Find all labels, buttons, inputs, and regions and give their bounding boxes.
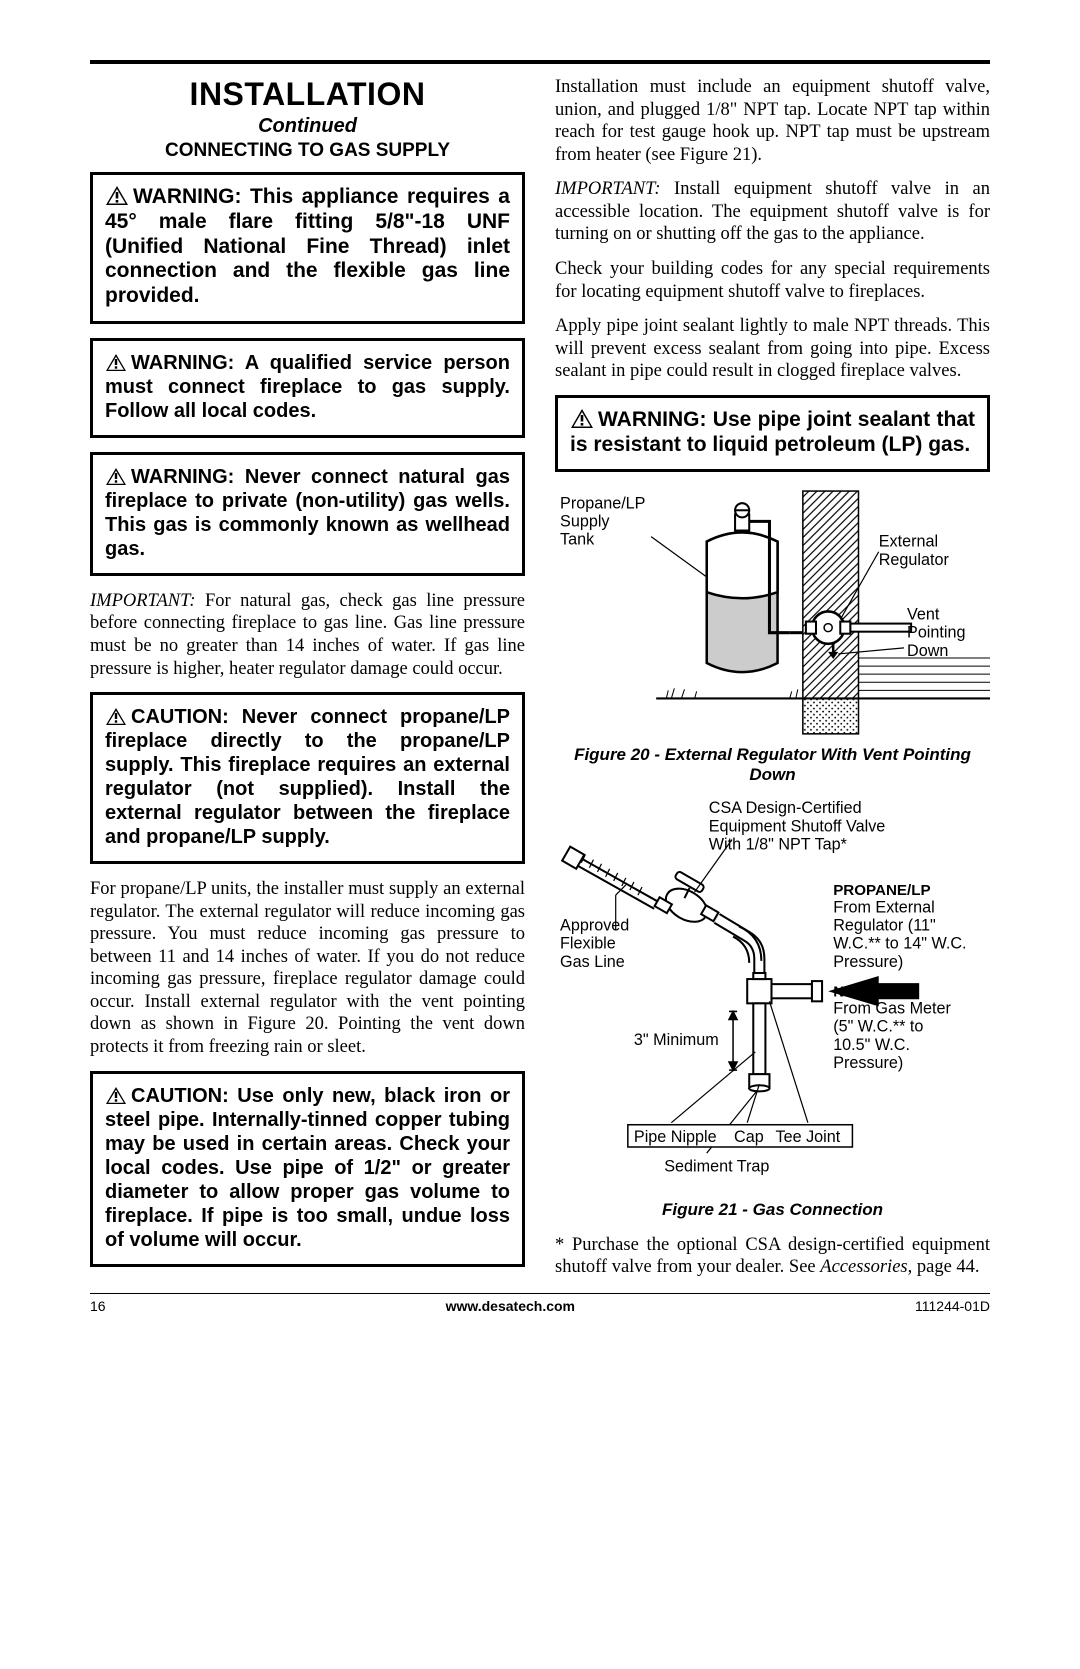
caution-text-2: CAUTION: Use only new, black iron or ste… [105, 1084, 510, 1252]
footnote-tail: , page 44. [908, 1257, 980, 1277]
warning-icon [570, 408, 594, 429]
figure-20-caption: Figure 20 - External Regulator With Vent… [555, 745, 990, 785]
two-column-layout: INSTALLATION Continued CONNECTING TO GAS… [90, 76, 990, 1281]
warning-3-text: WARNING: Never connect natural gas firep… [105, 466, 510, 560]
svg-text:3" Minimum: 3" Minimum [634, 1031, 719, 1049]
warning-icon [105, 467, 127, 486]
svg-text:Pipe Nipple: Pipe Nipple [634, 1128, 717, 1146]
top-rule [90, 60, 990, 64]
doc-number: 111244-01D [915, 1298, 990, 1314]
warning-icon [105, 707, 127, 726]
warning-icon [105, 185, 129, 206]
subhead: CONNECTING TO GAS SUPPLY [90, 140, 525, 162]
svg-text:Tee Joint: Tee Joint [776, 1128, 841, 1146]
svg-text:ApprovedFlexibleGas Line: ApprovedFlexibleGas Line [560, 917, 629, 971]
svg-text:Propane/LPSupplyTank: Propane/LPSupplyTank [560, 495, 645, 549]
warning-box-4: WARNING: Use pipe joint sealant that is … [555, 395, 990, 473]
caution-2-text: CAUTION: Use only new, black iron or ste… [105, 1085, 510, 1251]
important-paragraph-2: IMPORTANT: Install equipment shutoff val… [555, 178, 990, 246]
svg-text:Cap: Cap [734, 1128, 764, 1146]
paragraph-sealant: Apply pipe joint sealant lightly to male… [555, 315, 990, 383]
continued-label: Continued [90, 115, 525, 138]
paragraph-shutoff: Installation must include an equipment s… [555, 76, 990, 166]
caution-1-text: CAUTION: Never connect propane/LP firepl… [105, 706, 510, 848]
important-paragraph-1: IMPORTANT: For natural gas, check gas li… [90, 590, 525, 680]
caution-box-1: CAUTION: Never connect propane/LP firepl… [90, 692, 525, 864]
warning-text-2: WARNING: A qualified service person must… [105, 351, 510, 423]
warning-text-4: WARNING: Use pipe joint sealant that is … [570, 408, 975, 458]
page: INSTALLATION Continued CONNECTING TO GAS… [0, 0, 1080, 1344]
warning-text-3: WARNING: Never connect natural gas firep… [105, 465, 510, 561]
svg-text:ExternalRegulator: ExternalRegulator [879, 533, 950, 569]
warning-icon [105, 353, 127, 372]
right-column: Installation must include an equipment s… [555, 76, 990, 1281]
svg-text:NATURAL: NATURAL [833, 983, 905, 1000]
warning-text-1: WARNING: This appliance requires a 45° m… [105, 185, 510, 309]
paragraph-propane: For propane/LP units, the installer must… [90, 878, 525, 1059]
paragraph-codes: Check your building codes for any specia… [555, 258, 990, 303]
svg-text:VentPointingDown: VentPointingDown [907, 606, 965, 660]
warning-2-text: WARNING: A qualified service person must… [105, 352, 510, 422]
footnote: * Purchase the optional CSA design-certi… [555, 1234, 990, 1279]
svg-text:CSA Design-CertifiedEquipment: CSA Design-CertifiedEquipment Shutoff Va… [709, 799, 886, 853]
warning-icon [105, 1086, 127, 1105]
svg-text:From ExternalRegulator (11"W.C: From ExternalRegulator (11"W.C.** to 14"… [833, 898, 966, 971]
footnote-em: Accessories [820, 1257, 907, 1277]
svg-text:Sediment Trap: Sediment Trap [664, 1157, 769, 1175]
warning-box-2: WARNING: A qualified service person must… [90, 338, 525, 438]
warning-box-1: WARNING: This appliance requires a 45° m… [90, 172, 525, 324]
warning-4-text: WARNING: Use pipe joint sealant that is … [570, 408, 975, 456]
figure-20-diagram: Propane/LPSupplyTank ExternalRegulator V… [555, 486, 990, 739]
figure-21-caption: Figure 21 - Gas Connection [555, 1200, 990, 1220]
svg-text:From Gas Meter(5" W.C.** to10.: From Gas Meter(5" W.C.** to10.5" W.C.Pre… [833, 1000, 951, 1073]
caution-text-1: CAUTION: Never connect propane/LP firepl… [105, 705, 510, 849]
section-title: INSTALLATION [90, 76, 525, 113]
important-2-lead: IMPORTANT: [555, 179, 661, 199]
left-column: INSTALLATION Continued CONNECTING TO GAS… [90, 76, 525, 1281]
page-number: 16 [90, 1298, 106, 1314]
figure-21-diagram: CSA Design-CertifiedEquipment Shutoff Va… [555, 799, 990, 1194]
warning-1-text: WARNING: This appliance requires a 45° m… [105, 185, 510, 307]
warning-box-3: WARNING: Never connect natural gas firep… [90, 452, 525, 576]
caution-box-2: CAUTION: Use only new, black iron or ste… [90, 1071, 525, 1267]
svg-text:PROPANE/LP: PROPANE/LP [833, 882, 930, 899]
footer-url: www.desatech.com [446, 1298, 575, 1314]
footer: 16 www.desatech.com 111244-01D [90, 1293, 990, 1314]
important-1-lead: IMPORTANT: [90, 591, 196, 611]
